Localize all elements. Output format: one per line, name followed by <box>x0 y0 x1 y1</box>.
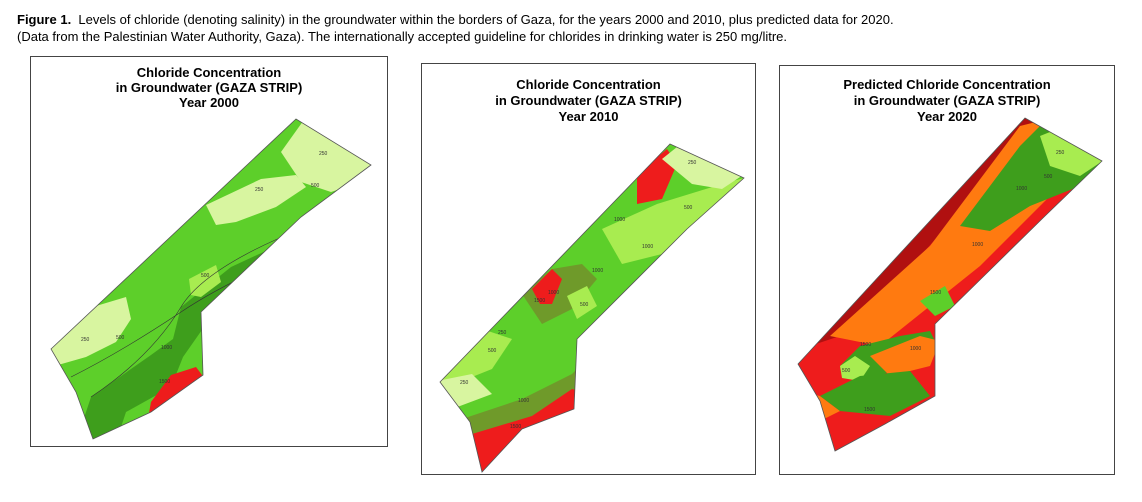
contour-label: 250 <box>498 330 507 336</box>
figure-label: Figure 1. <box>17 12 72 27</box>
contour-label: 500 <box>1044 174 1053 180</box>
contour-label: 1000 <box>161 345 172 351</box>
contour-label: 1500 <box>864 407 875 413</box>
contour-label: 1000 <box>972 242 983 248</box>
contour-label: 1000 <box>910 346 921 352</box>
contour-label: 250 <box>319 151 328 157</box>
gaza-map-2000: 250 250 500 500 250 500 1000 1500 <box>50 118 372 440</box>
contour-label: 250 <box>1056 150 1065 156</box>
contour-label: 1500 <box>159 379 170 385</box>
contour-label: 250 <box>460 380 469 386</box>
map-zones-2010 <box>440 144 744 472</box>
contour-label: 1000 <box>1016 186 1027 192</box>
contour-label: 500 <box>580 302 589 308</box>
contour-label: 1500 <box>534 298 545 304</box>
contour-label: 250 <box>688 160 697 166</box>
contour-label: 1000 <box>592 268 603 274</box>
contour-label: 500 <box>311 183 320 189</box>
caption-text-1: Levels of chloride (denoting salinity) i… <box>78 12 894 27</box>
contour-label: 500 <box>488 348 497 354</box>
map-zones-2020 <box>798 118 1102 451</box>
contour-label: 500 <box>684 205 693 211</box>
map-panel-2020: Predicted Chloride Concentration in Grou… <box>779 65 1115 475</box>
contour-label: 250 <box>81 337 90 343</box>
caption-line-1: Figure 1. Levels of chloride (denoting s… <box>17 11 1137 28</box>
map-title-line3: Year 2020 <box>916 109 977 124</box>
gaza-map-2020: 250 500 1000 1000 1500 1000 1500 500 150… <box>797 117 1103 452</box>
map-panel-2010: Chloride Concentration in Groundwater (G… <box>421 63 756 475</box>
map-title-line3: Year 2000 <box>178 95 239 110</box>
contour-label: 1000 <box>548 290 559 296</box>
map-zones-2000 <box>51 119 371 439</box>
map-title-line1: Chloride Concentration <box>136 65 282 80</box>
map-title-line2: in Groundwater (GAZA STRIP) <box>495 93 682 108</box>
caption-line-2: (Data from the Palestinian Water Authori… <box>17 29 788 44</box>
map-title-line2: in Groundwater (GAZA STRIP) <box>853 93 1041 108</box>
map-panel-2000: Chloride Concentration in Groundwater (G… <box>30 56 388 447</box>
map-title-line1: Chloride Concentration <box>516 77 661 92</box>
map-title-line1: Predicted Chloride Concentration <box>843 77 1051 92</box>
contour-label: 500 <box>842 368 851 374</box>
map-title-line3: Year 2010 <box>558 109 619 124</box>
contour-label: 1000 <box>518 398 529 404</box>
contour-label: 1000 <box>614 217 625 223</box>
contour-label: 1500 <box>510 424 521 430</box>
figure-caption: Figure 1. Levels of chloride (denoting s… <box>17 11 1137 45</box>
contour-label: 250 <box>255 187 264 193</box>
gaza-map-2010: 250 500 1000 1000 1000 1000 500 250 500 … <box>439 143 745 473</box>
contour-label: 1500 <box>930 290 941 296</box>
map-title-line2: in Groundwater (GAZA STRIP) <box>115 80 303 95</box>
contour-label: 500 <box>116 335 125 341</box>
contour-label: 1000 <box>642 244 653 250</box>
contour-label: 500 <box>201 273 210 279</box>
contour-label: 1500 <box>860 342 871 348</box>
